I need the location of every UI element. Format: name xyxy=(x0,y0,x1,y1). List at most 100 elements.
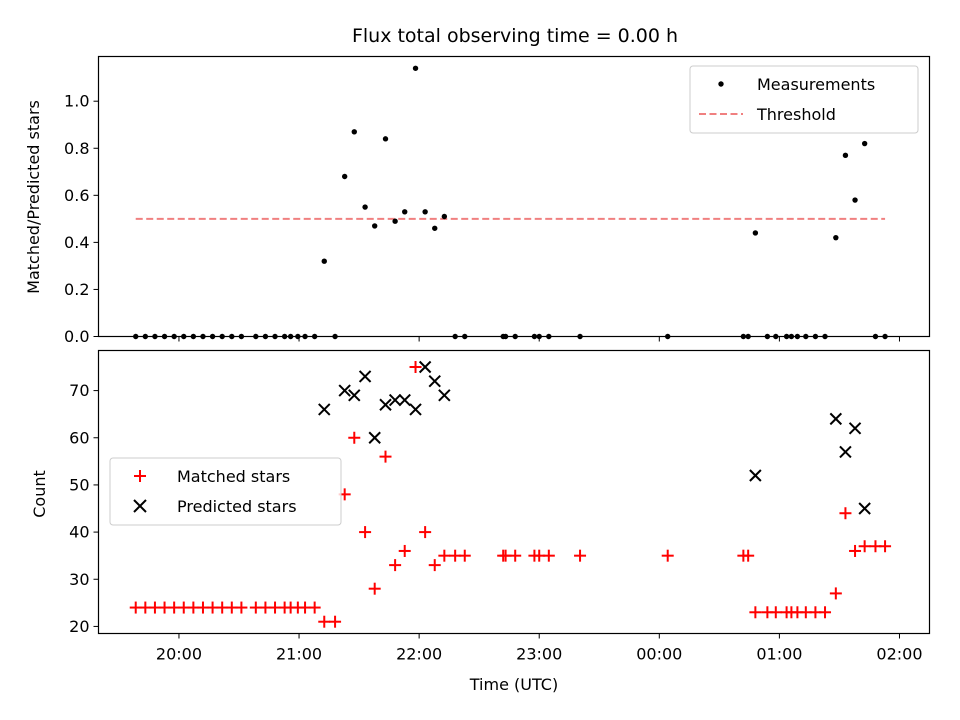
predicted-star-point-15 xyxy=(848,422,862,435)
bottom-ytick-label-5: 70 xyxy=(69,381,89,400)
matched-star-point-29 xyxy=(409,361,422,374)
matched-star-point-28 xyxy=(398,544,411,557)
bottom-xtick-label-3: 23:00 xyxy=(516,645,562,664)
predicted-star-point-0 xyxy=(318,403,331,416)
matched-star-point-56 xyxy=(849,544,862,557)
predicted-star-point-11 xyxy=(438,389,451,402)
measurement-point-26 xyxy=(382,136,389,142)
matched-star-point-53 xyxy=(819,606,832,619)
matched-star-point-42 xyxy=(661,549,674,562)
bottom-legend-box xyxy=(109,457,342,526)
bottom-plot-area xyxy=(129,360,892,628)
measurement-point-23 xyxy=(351,129,357,135)
predicted-star-point-4 xyxy=(368,431,381,444)
top-legend: Measurements Threshold xyxy=(689,65,919,134)
top-legend-box xyxy=(689,65,919,134)
predicted-star-point-12 xyxy=(749,469,762,482)
matched-star-point-47 xyxy=(769,606,782,619)
legend-threshold-label: Threshold xyxy=(756,105,836,124)
top-x-ticks xyxy=(178,336,900,342)
top-ytick-label-3: 0.6 xyxy=(64,186,89,205)
measurement-point-22 xyxy=(341,173,348,180)
bottom-xtick-label-2: 22:00 xyxy=(396,645,442,664)
measurement-point-20 xyxy=(321,258,327,264)
bottom-y-ticks: 20 30 40 50 60 70 xyxy=(69,381,99,636)
bottom-axes-frame xyxy=(97,349,931,635)
matched-star-point-27 xyxy=(389,559,402,572)
top-axes-frame xyxy=(97,55,931,338)
matched-star-point-37 xyxy=(509,549,522,562)
bottom-ytick-label-4: 60 xyxy=(69,428,89,447)
predicted-star-point-5 xyxy=(379,398,392,411)
predicted-star-point-1 xyxy=(338,384,351,397)
matched-star-point-21 xyxy=(329,615,342,628)
matched-star-point-11 xyxy=(235,601,248,614)
measurement-point-56 xyxy=(852,197,858,203)
bottom-ytick-label-1: 30 xyxy=(69,570,89,589)
matched-star-point-32 xyxy=(438,549,451,562)
measurement-point-32 xyxy=(441,213,448,220)
predicted-star-point-9 xyxy=(418,360,432,374)
legend-matched-label: Matched stars xyxy=(177,467,290,486)
measurement-point-31 xyxy=(432,225,438,231)
legend-measurements-label: Measurements xyxy=(757,75,875,94)
bottom-xtick-label-5: 01:00 xyxy=(756,645,802,664)
bottom-x-ticks: 20:00 21:00 22:00 23:00 00:00 01:00 02:00 xyxy=(156,633,923,664)
top-ytick-label-0: 0.0 xyxy=(64,327,89,346)
measurement-point-28 xyxy=(402,209,408,215)
bottom-ytick-label-2: 40 xyxy=(69,523,89,542)
matched-star-point-20 xyxy=(318,615,331,628)
top-ytick-label-5: 1.0 xyxy=(64,92,89,111)
matched-star-point-24 xyxy=(359,526,372,539)
top-subplot: Flux total observing time = 0.00 h Match… xyxy=(24,25,931,346)
measurement-point-27 xyxy=(392,218,398,224)
bottom-ytick-label-3: 50 xyxy=(69,475,89,494)
matched-star-point-59 xyxy=(879,540,892,553)
predicted-star-point-2 xyxy=(348,389,361,402)
matched-star-point-54 xyxy=(829,587,842,600)
predicted-star-point-13 xyxy=(829,412,843,426)
bottom-legend: Matched stars Predicted stars xyxy=(109,457,342,526)
matched-star-point-30 xyxy=(419,526,432,539)
matched-star-point-26 xyxy=(379,450,392,463)
matched-star-point-44 xyxy=(742,549,755,562)
matched-star-point-23 xyxy=(348,431,361,444)
measurement-point-29 xyxy=(412,65,419,71)
measurement-point-25 xyxy=(371,223,378,229)
legend-matched-marker xyxy=(134,470,146,482)
matched-star-point-45 xyxy=(749,606,762,619)
bottom-xtick-label-0: 20:00 xyxy=(156,645,202,664)
matched-star-point-19 xyxy=(308,601,321,614)
bottom-xtick-label-1: 21:00 xyxy=(276,645,322,664)
measurement-point-30 xyxy=(422,209,428,215)
predicted-star-point-3 xyxy=(358,370,372,383)
matched-star-point-31 xyxy=(428,559,441,572)
measurement-point-45 xyxy=(752,230,759,236)
predicted-star-point-7 xyxy=(398,393,411,407)
top-ytick-label-1: 0.2 xyxy=(64,280,89,299)
matched-star-point-57 xyxy=(858,540,871,553)
predicted-star-point-14 xyxy=(839,445,852,459)
bottom-ytick-label-0: 20 xyxy=(69,617,89,636)
predicted-star-point-10 xyxy=(428,374,441,388)
legend-predicted-label: Predicted stars xyxy=(177,497,297,516)
matched-star-point-41 xyxy=(574,549,587,562)
top-ytick-label-4: 0.8 xyxy=(64,139,89,158)
predicted-star-point-6 xyxy=(388,393,402,407)
measurement-point-54 xyxy=(833,234,839,241)
bottom-xtick-label-6: 02:00 xyxy=(876,645,922,664)
matched-star-point-34 xyxy=(458,549,471,562)
measurement-point-55 xyxy=(842,152,849,159)
measurement-point-57 xyxy=(861,140,868,147)
top-y-axis-label: Matched/Predicted stars xyxy=(24,100,43,294)
bottom-xtick-label-4: 00:00 xyxy=(636,645,682,664)
bottom-subplot: Count Time (UTC) 20 30 40 50 60 70 20:00 21:00… xyxy=(30,349,931,694)
x-axis-label: Time (UTC) xyxy=(469,675,558,694)
top-ytick-label-2: 0.4 xyxy=(64,233,89,252)
matched-star-point-40 xyxy=(542,549,555,562)
matched-star-point-25 xyxy=(368,582,381,595)
legend-measurements-marker xyxy=(718,81,724,87)
top-y-ticks: 0.0 0.2 0.4 0.6 0.8 1.0 xyxy=(64,92,99,346)
chart-title: Flux total observing time = 0.00 h xyxy=(352,25,678,47)
